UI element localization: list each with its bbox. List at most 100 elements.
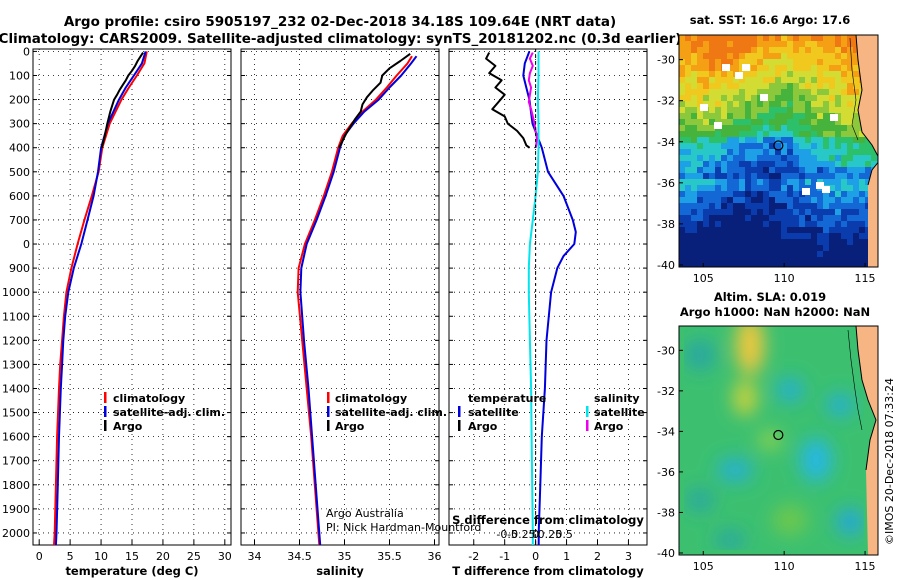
s-diff-tick-label: 0.5: [555, 528, 573, 541]
legend-title-temperature: temperature: [468, 392, 546, 405]
legend-swatch-satellite: [104, 406, 107, 417]
depth-tick-label: 1800: [2, 479, 30, 492]
x-tick-label: 1: [563, 550, 570, 563]
depth-tick-label: 200: [9, 94, 30, 107]
legend-swatch-argo: [104, 420, 107, 431]
sst-map-title: sat. SST: 16.6 Argo: 17.6: [690, 13, 850, 27]
depth-tick-label: 0: [23, 45, 30, 58]
series-line-climatology: [53, 51, 148, 545]
map-y-tick-label: -38: [657, 506, 675, 519]
depth-tick-label: 100: [9, 69, 30, 82]
series-line-argo: [338, 52, 411, 149]
series-line-satellite: [527, 51, 540, 545]
x-tick-label: 20: [156, 550, 170, 563]
difference-legend: temperature satellite Argo salinity sate…: [458, 392, 645, 433]
legend-label-climatology: climatology: [335, 392, 407, 405]
series-line-argo: [485, 52, 531, 149]
x-tick-label: -2: [468, 550, 479, 563]
legend-label-satellite: satellite-adj. clim.: [113, 406, 225, 419]
s-diff-tick-label: -0.25: [507, 528, 535, 541]
x-tick-label: 36: [428, 550, 442, 563]
legend-title-salinity: salinity: [594, 392, 640, 405]
bathymetry-contour: [847, 329, 863, 431]
depth-tick-label: 1300: [2, 358, 30, 371]
sla-map-frame: [678, 325, 879, 556]
salinity-grid: [241, 49, 439, 545]
series-line-argo: [527, 52, 538, 148]
sla-map: [679, 326, 878, 555]
map-y-tick-label: -36: [657, 177, 675, 190]
salinity-xlabel: salinity: [316, 564, 364, 578]
x-tick-label: 5: [67, 550, 74, 563]
depth-tick-label: 1100: [2, 310, 30, 323]
legend-label-s-argo: Argo: [594, 420, 624, 433]
salinity-x-axis: 34 34.5 35 35.5 36: [248, 540, 442, 563]
depth-tick-label: 1700: [2, 455, 30, 468]
legend-swatch-argo: [327, 420, 330, 431]
s-diff-tick-label: 0: [532, 528, 539, 541]
temperature-grid: [33, 49, 231, 545]
depth-tick-label: 1200: [2, 334, 30, 347]
map-x-tick-label: 115: [855, 560, 876, 573]
legend-label-t-argo: Argo: [468, 420, 498, 433]
difference-series: [485, 51, 577, 545]
x-tick-label: 3: [625, 550, 632, 563]
salinity-series: [296, 52, 418, 545]
legend-label-argo: Argo: [335, 420, 365, 433]
series-line-satellite-adj-clim-: [299, 55, 418, 545]
temperature-series: [53, 51, 148, 545]
series-line-satellite: [522, 51, 577, 545]
s-difference-xlabel: S difference from climatology: [452, 513, 644, 527]
depth-tick-label: 1500: [2, 407, 30, 420]
s-diff-tick-label: -0.5: [496, 528, 517, 541]
difference-grid: [449, 49, 647, 545]
depth-tick-label: 2000: [2, 527, 30, 540]
x-tick-label: 10: [94, 550, 108, 563]
bathymetry-contour: [849, 37, 859, 141]
depth-axis: 0 100 200 300 400 500 600 700 0 900 1000 1100 1200 13…: [2, 45, 30, 540]
x-tick-label: 35: [338, 550, 352, 563]
legend-swatch-climatology: [104, 392, 107, 403]
x-tick-label: 34.5: [287, 550, 312, 563]
map-y-tick-label: -40: [657, 259, 675, 272]
depth-tick-label: 900: [9, 262, 30, 275]
s-diff-tick-label: 0.25: [538, 528, 563, 541]
legend-swatch-t-argo: [458, 420, 461, 431]
salinity-panel-frame: [240, 48, 440, 546]
map-y-tick-label: -34: [657, 136, 675, 149]
x-tick-label: 15: [125, 550, 139, 563]
sla-map-title: Altim. SLA: 0.019: [714, 290, 826, 304]
difference-panel-frame: [448, 48, 648, 546]
series-line-argo: [100, 52, 144, 148]
x-tick-label: 30: [218, 550, 232, 563]
depth-tick-label: 600: [9, 190, 30, 203]
land-australia: [856, 326, 878, 555]
map-x-tick-label: 110: [774, 272, 795, 285]
depth-tick-label: 1600: [2, 431, 30, 444]
depth-tick-label: 400: [9, 142, 30, 155]
imos-credit: ©IMOS 20-Dec-2018 07:33:24: [883, 378, 896, 545]
salinity-legend: climatology satellite-adj. clim. Argo: [327, 392, 447, 433]
coastline: [855, 35, 878, 186]
map-y-tick-label: -34: [657, 425, 675, 438]
series-line-satellite-adj-clim-: [54, 51, 147, 545]
x-tick-label: 25: [187, 550, 201, 563]
legend-swatch-s-satellite: [586, 406, 589, 417]
map-y-tick-label: -38: [657, 218, 675, 231]
depth-tick-label: 1000: [2, 286, 30, 299]
legend-swatch-climatology: [327, 392, 330, 403]
x-tick-label: 2: [594, 550, 601, 563]
x-tick-label: -1: [499, 550, 510, 563]
legend-swatch-s-argo: [586, 420, 589, 431]
map-y-tick-label: -30: [657, 54, 675, 67]
map-y-tick-label: -32: [657, 95, 675, 108]
map-y-tick-label: -40: [657, 547, 675, 560]
x-tick-label: 0: [532, 550, 539, 563]
depth-tick-label: 1900: [2, 503, 30, 516]
map-x-tick-label: 115: [855, 272, 876, 285]
coastline: [855, 326, 877, 471]
map-y-tick-label: -36: [657, 466, 675, 479]
depth-tick-label: 700: [9, 214, 30, 227]
legend-label-argo: Argo: [113, 420, 143, 433]
